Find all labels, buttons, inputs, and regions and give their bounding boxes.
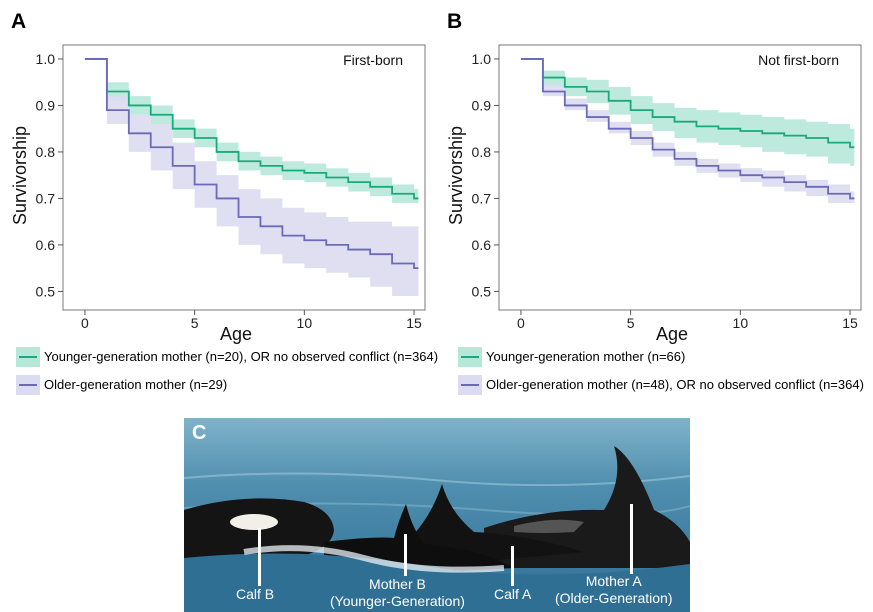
y-tick-label: 0.6 xyxy=(472,237,492,253)
pointer-line-calf-a xyxy=(511,546,514,586)
legend-label: Older-generation mother (n=48), OR no ob… xyxy=(486,377,864,392)
orca-illustration xyxy=(184,418,690,612)
x-tick-label: 5 xyxy=(627,315,635,331)
y-tick-label: 0.5 xyxy=(472,283,492,299)
survival-line-1 xyxy=(520,58,855,200)
x-tick-label: 15 xyxy=(842,315,858,331)
legend-swatch-purple xyxy=(458,375,482,395)
y-tick-label: 0.8 xyxy=(472,144,492,160)
legend-label: Older-generation mother (n=29) xyxy=(44,377,228,392)
y-axis-label: Survivorship xyxy=(446,126,466,225)
x-tick-label: 5 xyxy=(191,315,199,331)
y-tick-label: 0.7 xyxy=(36,190,56,206)
survival-line-1 xyxy=(84,58,419,270)
y-axis-label: Survivorship xyxy=(10,126,30,225)
label-mother-b: Mother B (Younger-Generation) xyxy=(330,576,465,609)
legend-swatch-green xyxy=(16,347,40,367)
survival-chart-not-first-born: 0.5 0.6 0.7 0.8 0.9 1.0 0 5 10 15 Age Survivorship N… xyxy=(446,44,862,344)
panel-letter-a: A xyxy=(11,10,27,33)
y-tick-label: 0.8 xyxy=(36,144,56,160)
water-foreground xyxy=(184,553,690,612)
survival-line-0 xyxy=(84,58,419,200)
legend-label: Younger-generation mother (n=66) xyxy=(486,349,686,364)
saddle-patch xyxy=(514,519,584,533)
legend-label: Younger-generation mother (n=20), OR no … xyxy=(44,349,439,364)
x-tick-label: 15 xyxy=(406,315,422,331)
panel-letter-b: B xyxy=(447,10,463,33)
confidence-band-0 xyxy=(84,58,419,204)
survival-line-0 xyxy=(520,58,855,149)
orca-calf-a xyxy=(414,484,584,568)
y-tick-label: 1.0 xyxy=(36,51,56,67)
y-tick-label: 0.9 xyxy=(472,97,492,113)
label-calf-b: Calf B xyxy=(236,586,275,602)
x-tick-label: 10 xyxy=(297,315,313,331)
confidence-band-0 xyxy=(520,58,855,166)
x-axis-label: Age xyxy=(656,324,688,344)
confidence-band-1 xyxy=(84,58,419,297)
y-tick-label: 0.9 xyxy=(36,97,56,113)
y-tick-label: 0.6 xyxy=(36,237,56,253)
eye-patch xyxy=(230,514,278,530)
y-tick-label: 1.0 xyxy=(472,51,492,67)
plot-frame xyxy=(62,44,426,311)
panel-annotation: Not first-born xyxy=(758,52,839,68)
panel-annotation: First-born xyxy=(343,52,403,68)
x-tick-label: 0 xyxy=(517,315,525,331)
confidence-band-1 xyxy=(520,58,855,204)
x-axis-label: Age xyxy=(220,324,252,344)
legend-swatch-purple xyxy=(16,375,40,395)
pointer-line-mother-b xyxy=(404,534,407,576)
panel-letter-c: C xyxy=(192,422,207,444)
label-mother-a: Mother A (Older-Generation) xyxy=(555,573,673,606)
y-tick-label: 0.7 xyxy=(472,190,492,206)
splash xyxy=(243,545,505,573)
pointer-line-calf-b xyxy=(258,528,261,586)
y-tick-label: 0.5 xyxy=(36,283,56,299)
label-calf-a: Calf A xyxy=(494,586,532,602)
x-tick-label: 10 xyxy=(733,315,749,331)
survival-chart-first-born: 0.5 0.6 0.7 0.8 0.9 1.0 0 5 10 15 Age Survivorship F… xyxy=(10,44,426,344)
legend-swatch-green xyxy=(458,347,482,367)
orca-photo: C Calf B Mother B (Younger-Generation) C… xyxy=(184,418,690,612)
x-tick-label: 0 xyxy=(81,315,89,331)
orca-mother-a xyxy=(484,446,690,568)
plot-frame xyxy=(498,44,862,311)
pointer-line-mother-a xyxy=(630,504,633,574)
